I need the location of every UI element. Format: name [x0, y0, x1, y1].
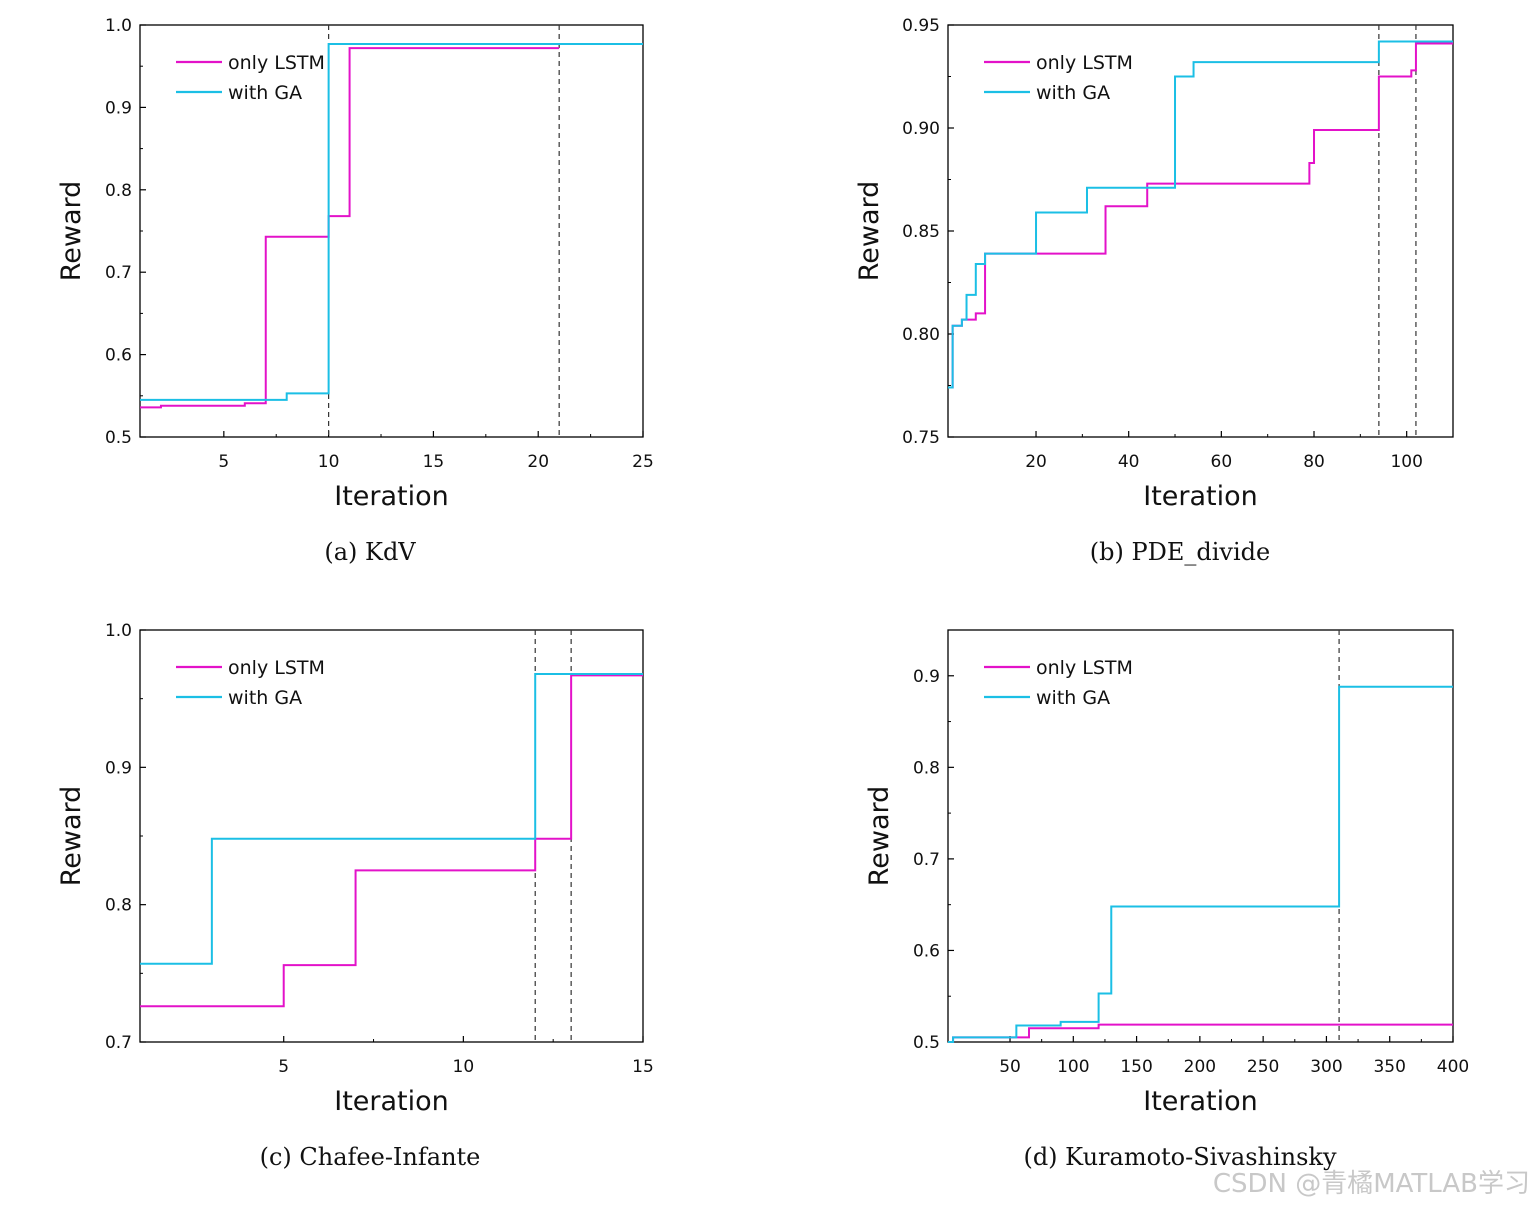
plot-frame [947, 24, 1454, 438]
y-tick-label: 0.75 [902, 428, 940, 448]
plot-frame [139, 24, 644, 438]
x-tick-label: 10 [318, 452, 340, 472]
legend-label: only LSTM [1036, 657, 1133, 679]
chart-caption: (c) Chafee-Infante [260, 1143, 481, 1171]
x-tick-label: 200 [1184, 1057, 1216, 1077]
x-tick-label: 20 [1025, 452, 1047, 472]
x-tick-label: 150 [1120, 1057, 1152, 1077]
x-tick-label: 15 [632, 1057, 654, 1077]
series-line-only-lstm [140, 47, 560, 409]
y-tick-label: 0.80 [902, 325, 940, 345]
y-tick-label: 0.8 [105, 181, 132, 201]
legend: only LSTM with GA [176, 657, 325, 709]
chart-panel-4: 0.5 0.6 0.7 0.8 0.9 50 100 150 200 250 300 350 400 It… [864, 629, 1469, 1171]
series-line-only-lstm [948, 42, 1453, 389]
series-line-only-lstm [140, 674, 643, 1008]
legend-label: only LSTM [228, 52, 325, 74]
series-line-only-lstm [948, 1023, 1453, 1043]
chart-caption: (a) KdV [324, 538, 416, 566]
y-axis-label: Reward [864, 786, 895, 887]
x-tick-label: 25 [632, 452, 654, 472]
plot-frame [947, 629, 1454, 1043]
y-tick-label: 0.9 [913, 667, 940, 687]
y-tick-label: 1.0 [105, 621, 132, 641]
y-tick-label: 0.6 [105, 346, 132, 366]
x-axis-label: Iteration [1143, 1086, 1258, 1117]
x-tick-label: 100 [1390, 452, 1422, 472]
legend-label: with GA [1036, 687, 1110, 709]
x-tick-label: 350 [1373, 1057, 1405, 1077]
y-tick-label: 0.6 [913, 941, 940, 961]
x-tick-label: 15 [423, 452, 445, 472]
y-tick-label: 0.95 [902, 16, 940, 36]
chart-panel-3: 0.7 0.8 0.9 1.0 5 10 15 Iteration Reward only LST… [56, 621, 654, 1171]
y-tick-label: 0.8 [913, 758, 940, 778]
y-tick-label: 0.5 [913, 1033, 940, 1053]
watermark: CSDN @青橘MATLAB学习 [1212, 1169, 1530, 1199]
x-tick-label: 300 [1310, 1057, 1342, 1077]
x-tick-label: 20 [527, 452, 549, 472]
chart-caption: (d) Kuramoto-Sivashinsky [1023, 1143, 1337, 1171]
y-tick-label: 1.0 [105, 16, 132, 36]
series-line-with-ga [140, 42, 643, 401]
chart-panel-2: 0.75 0.80 0.85 0.90 0.95 20 40 60 80 100 Iteration… [854, 16, 1454, 566]
legend-label: only LSTM [228, 657, 325, 679]
y-tick-label: 0.7 [105, 263, 132, 283]
legend-label: with GA [228, 687, 302, 709]
y-axis-label: Reward [56, 181, 87, 282]
x-tick-label: 100 [1057, 1057, 1089, 1077]
legend: only LSTM with GA [984, 52, 1133, 104]
x-tick-label: 60 [1211, 452, 1233, 472]
legend-label: with GA [228, 82, 302, 104]
y-axis-label: Reward [56, 786, 87, 887]
chart-panel-1: 0.5 0.6 0.7 0.8 0.9 1.0 5 10 15 20 25 Iteration Rewa… [56, 16, 654, 566]
x-tick-label: 50 [999, 1057, 1021, 1077]
x-axis-label: Iteration [334, 481, 449, 512]
x-tick-label: 5 [278, 1057, 289, 1077]
legend: only LSTM with GA [176, 52, 325, 104]
y-tick-label: 0.85 [902, 222, 940, 242]
series-line-with-ga [140, 672, 643, 965]
y-tick-label: 0.9 [105, 98, 132, 118]
y-tick-label: 0.9 [105, 758, 132, 778]
y-tick-label: 0.90 [902, 119, 940, 139]
series-line-with-ga [948, 685, 1453, 1043]
y-axis-label: Reward [854, 181, 885, 282]
chart-caption: (b) PDE_divide [1090, 538, 1270, 566]
x-tick-label: 400 [1437, 1057, 1469, 1077]
x-axis-label: Iteration [1143, 481, 1258, 512]
y-tick-label: 0.7 [105, 1033, 132, 1053]
x-tick-label: 80 [1303, 452, 1325, 472]
y-tick-label: 0.8 [105, 896, 132, 916]
x-tick-label: 5 [218, 452, 229, 472]
y-tick-label: 0.7 [913, 850, 940, 870]
plot-frame [139, 629, 644, 1043]
x-axis-label: Iteration [334, 1086, 449, 1117]
x-tick-label: 10 [453, 1057, 475, 1077]
series-line-with-ga [948, 40, 1453, 389]
x-tick-label: 40 [1118, 452, 1140, 472]
legend-label: with GA [1036, 82, 1110, 104]
y-tick-label: 0.5 [105, 428, 132, 448]
legend-label: only LSTM [1036, 52, 1133, 74]
legend: only LSTM with GA [984, 657, 1133, 709]
x-tick-label: 250 [1247, 1057, 1279, 1077]
